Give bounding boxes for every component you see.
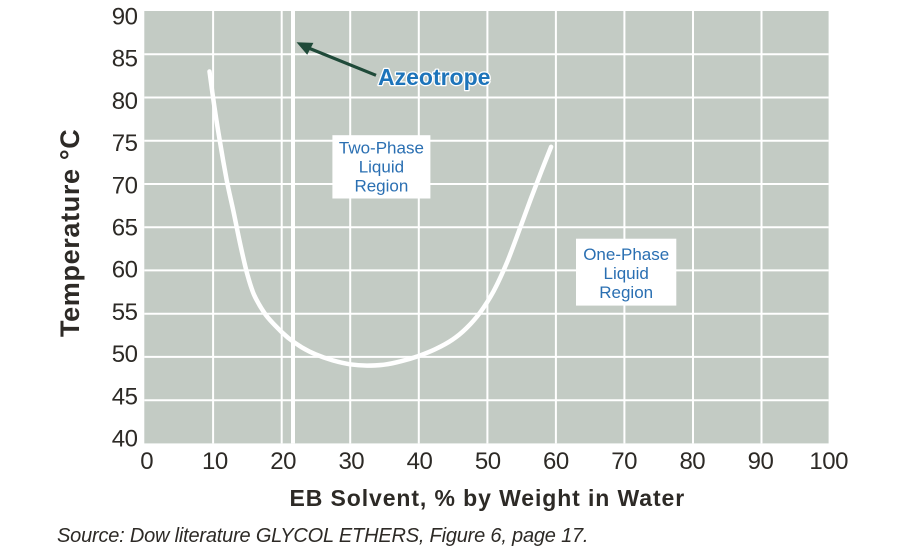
svg-text:55: 55 <box>112 299 138 326</box>
svg-text:One-Phase: One-Phase <box>583 245 669 264</box>
svg-text:65: 65 <box>112 215 138 242</box>
svg-text:0: 0 <box>140 448 153 475</box>
svg-text:70: 70 <box>611 448 637 475</box>
svg-text:Region: Region <box>599 283 653 302</box>
svg-text:40: 40 <box>112 426 138 453</box>
svg-text:90: 90 <box>112 4 138 31</box>
svg-text:75: 75 <box>112 130 138 157</box>
svg-text:100: 100 <box>809 448 848 475</box>
svg-text:Source: Dow literature GLYCOL: Source: Dow literature GLYCOL ETHERS, Fi… <box>57 525 588 547</box>
svg-text:80: 80 <box>679 448 705 475</box>
svg-text:70: 70 <box>112 172 138 199</box>
svg-text:60: 60 <box>112 257 138 284</box>
svg-text:90: 90 <box>748 448 774 475</box>
svg-text:Liquid: Liquid <box>359 158 404 177</box>
svg-text:85: 85 <box>112 46 138 73</box>
svg-text:Liquid: Liquid <box>604 264 649 283</box>
svg-text:20: 20 <box>270 448 296 475</box>
svg-text:50: 50 <box>112 341 138 368</box>
svg-text:60: 60 <box>543 448 569 475</box>
svg-text:45: 45 <box>112 383 138 410</box>
svg-text:80: 80 <box>112 88 138 115</box>
svg-text:EB Solvent, % by Weight in Wat: EB Solvent, % by Weight in Water <box>290 485 686 511</box>
svg-text:40: 40 <box>407 448 433 475</box>
svg-text:Temperature °C: Temperature °C <box>55 129 85 337</box>
svg-text:Region: Region <box>354 177 408 196</box>
svg-text:50: 50 <box>475 448 501 475</box>
svg-text:10: 10 <box>202 448 228 475</box>
svg-text:Azeotrope: Azeotrope <box>378 64 490 90</box>
svg-text:30: 30 <box>338 448 364 475</box>
svg-text:Two-Phase: Two-Phase <box>339 139 424 158</box>
